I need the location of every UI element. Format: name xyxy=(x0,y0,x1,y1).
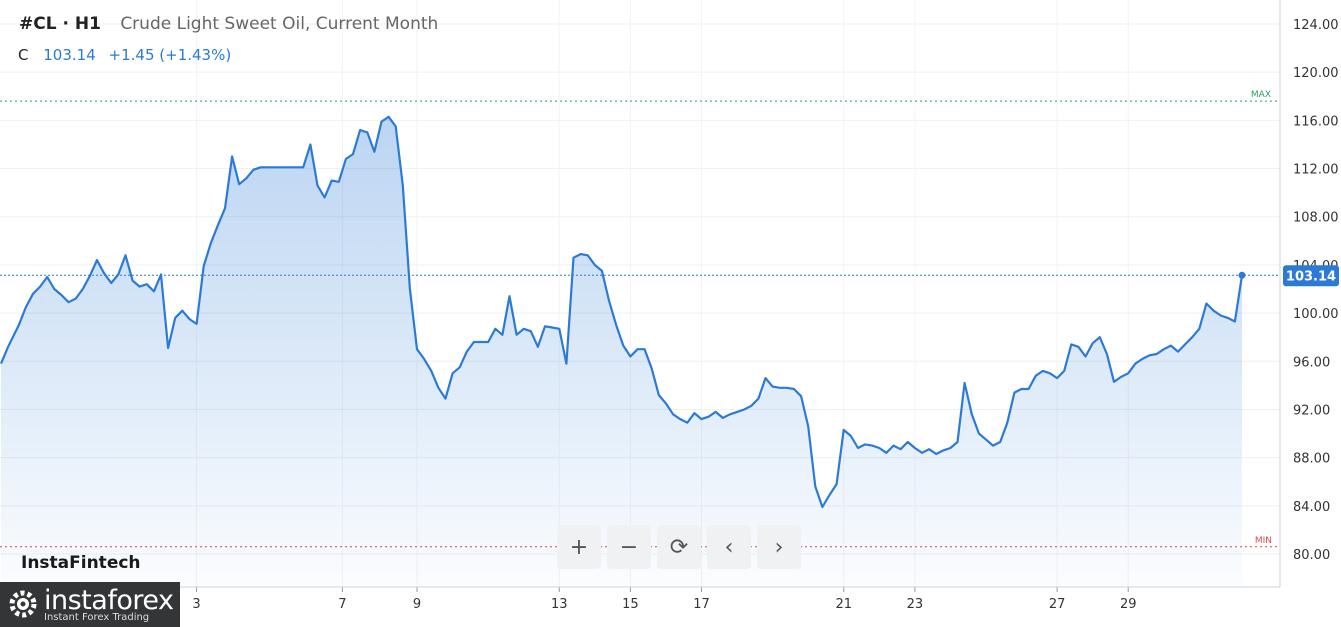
reset-button[interactable]: ⟳ xyxy=(657,525,701,569)
x-tick-label: 29 xyxy=(1120,597,1137,612)
x-tick-label: 23 xyxy=(907,597,924,612)
y-tick-label: 124.00 xyxy=(1293,18,1339,33)
current-price-marker: 103.14 xyxy=(0,265,1339,287)
y-tick-label: 120.00 xyxy=(1293,66,1339,81)
x-tick-label: 9 xyxy=(413,597,421,612)
logo-tagline: Instant Forex Trading xyxy=(44,612,150,623)
x-tick-label: 13 xyxy=(551,597,568,612)
y-tick-label: 92.00 xyxy=(1293,403,1330,418)
scroll-right-button[interactable]: › xyxy=(757,525,801,569)
current-price-badge xyxy=(1283,265,1339,287)
close-price: 103.14 xyxy=(43,46,96,64)
y-axis: 124.00120.00116.00112.00108.00104.00100.… xyxy=(1279,0,1339,587)
x-axis: 3 7 9 13 15 17 21 23 27 29 xyxy=(0,586,1280,612)
y-tick-label: 116.00 xyxy=(1293,114,1339,129)
chart-toolbar: + − ⟳ ‹ › xyxy=(557,525,801,569)
gear-logo-icon xyxy=(9,590,37,618)
x-tick-label: 21 xyxy=(835,597,852,612)
instaforex-logo: instaforex Instant Forex Trading xyxy=(0,582,180,627)
zoom-in-button[interactable]: + xyxy=(557,525,601,569)
x-tick-label: 3 xyxy=(192,597,200,612)
max-label: MAX xyxy=(1251,90,1271,100)
current-price-dot xyxy=(1238,271,1246,279)
quote-line: C 103.14 +1.45 (+1.43%) xyxy=(18,46,239,64)
price-change: +1.45 (+1.43%) xyxy=(108,46,232,64)
y-tick-label: 80.00 xyxy=(1293,548,1330,563)
y-tick-label: 88.00 xyxy=(1293,452,1330,467)
scroll-left-button[interactable]: ‹ xyxy=(707,525,751,569)
min-label: MIN xyxy=(1255,536,1272,546)
x-tick-label: 17 xyxy=(693,597,710,612)
chart-header: #CL · H1 Crude Light Sweet Oil, Current … xyxy=(19,14,438,34)
current-price-label: 103.14 xyxy=(1286,269,1336,284)
logo-name: instaforex xyxy=(44,585,174,616)
price-line xyxy=(0,115,1244,509)
zoom-out-button[interactable]: − xyxy=(607,525,651,569)
y-tick-label: 84.00 xyxy=(1293,500,1330,515)
x-tick-label: 7 xyxy=(338,597,346,612)
x-tick-label: 15 xyxy=(622,597,639,612)
close-label: C xyxy=(18,46,29,64)
y-tick-label: 100.00 xyxy=(1293,307,1339,322)
instrument-description: Crude Light Sweet Oil, Current Month xyxy=(120,14,439,34)
price-area xyxy=(1,116,1242,588)
y-tick-label: 96.00 xyxy=(1293,355,1330,370)
watermark-text: InstaFintech xyxy=(21,553,141,573)
y-tick-label: 108.00 xyxy=(1293,211,1339,226)
y-tick-label: 112.00 xyxy=(1293,163,1339,178)
x-tick-label: 27 xyxy=(1049,597,1066,612)
instrument-symbol: #CL · H1 xyxy=(19,14,101,34)
